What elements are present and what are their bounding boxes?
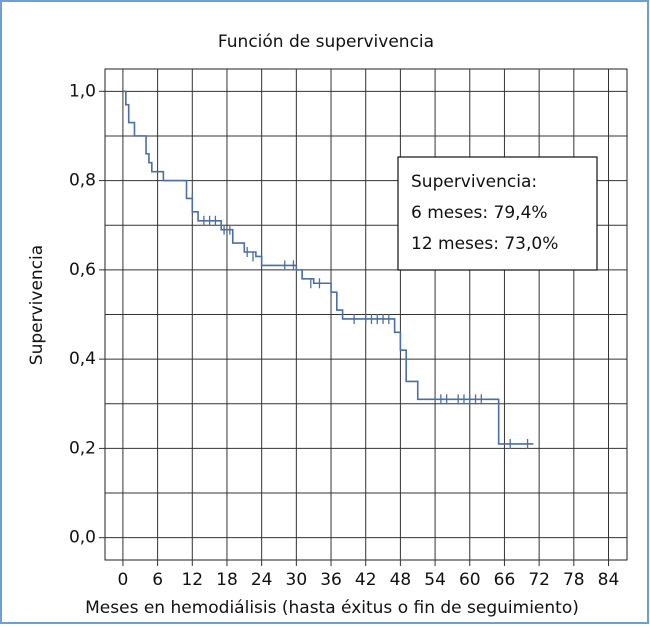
y-tick-label: 0,2 xyxy=(69,438,96,458)
y-tick-label: 0,4 xyxy=(69,349,96,369)
y-axis-label: Supervivencia xyxy=(27,245,47,365)
x-tick-label: 60 xyxy=(459,570,481,590)
y-tick-label: 0,8 xyxy=(69,171,96,191)
x-tick-label: 48 xyxy=(390,570,412,590)
x-tick-label: 42 xyxy=(355,570,377,590)
x-tick-label: 78 xyxy=(563,570,585,590)
x-axis-label: Meses en hemodiálisis (hasta éxitus o fi… xyxy=(85,598,579,618)
x-tick-label: 6 xyxy=(152,570,163,590)
y-tick-label: 1,0 xyxy=(69,81,96,101)
x-tick-label: 66 xyxy=(494,570,516,590)
y-tick-label: 0,6 xyxy=(69,260,96,280)
annotation-text: 12 meses: 73,0% xyxy=(411,234,558,254)
chart-title: Función de supervivencia xyxy=(218,32,434,52)
x-tick-label: 24 xyxy=(251,570,273,590)
annotation-text: 6 meses: 79,4% xyxy=(411,203,548,223)
survival-curve xyxy=(122,90,534,445)
annotation-box xyxy=(397,156,598,271)
y-tick-label: 0,0 xyxy=(69,528,96,548)
x-tick-label: 30 xyxy=(286,570,308,590)
x-tick-label: 54 xyxy=(424,570,446,590)
x-tick-label: 18 xyxy=(216,570,238,590)
annotation-text: Supervivencia: xyxy=(411,172,537,192)
x-tick-label: 36 xyxy=(320,570,342,590)
x-tick-label: 0 xyxy=(118,570,129,590)
x-tick-label: 12 xyxy=(181,570,203,590)
x-tick-label: 72 xyxy=(528,570,550,590)
x-tick-label: 84 xyxy=(598,570,620,590)
